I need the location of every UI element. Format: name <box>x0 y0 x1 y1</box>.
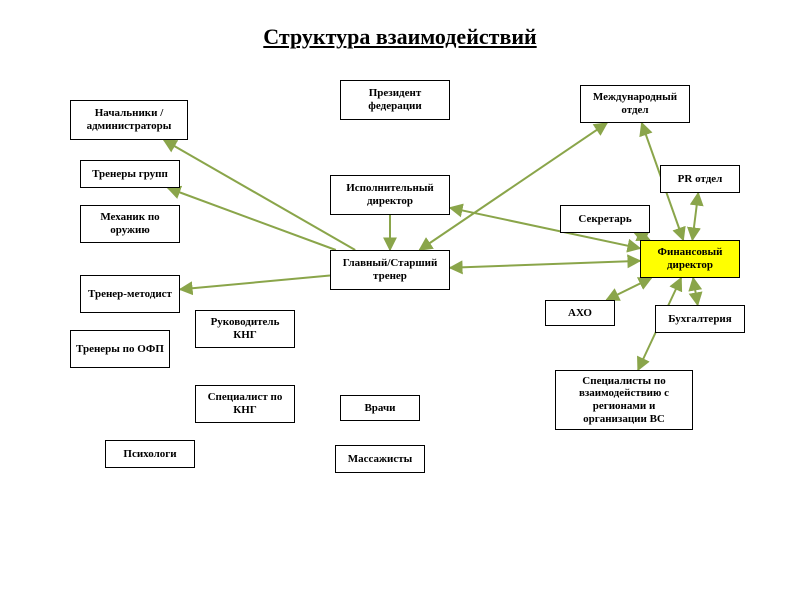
node-accounting: Бухгалтерия <box>655 305 745 333</box>
node-pr: PR отдел <box>660 165 740 193</box>
edge-headcoach-methodist <box>180 276 330 290</box>
edge-findir-accounting <box>693 278 698 305</box>
node-intl: Международный отдел <box>580 85 690 123</box>
edge-headcoach-admins <box>164 140 355 250</box>
diagram-title: Структура взаимодействий <box>0 24 800 50</box>
node-regions: Специалисты по взаимодействию с регионам… <box>555 370 693 430</box>
node-groupcoach: Тренеры групп <box>80 160 180 188</box>
node-massage: Массажисты <box>335 445 425 473</box>
node-ofp: Тренеры по ОФП <box>70 330 170 368</box>
node-admins: Начальники / администраторы <box>70 100 188 140</box>
node-axo: АХО <box>545 300 615 326</box>
node-mechanic: Механик по оружию <box>80 205 180 243</box>
node-methodist: Тренер-методист <box>80 275 180 313</box>
edge-headcoach-findir <box>450 261 640 268</box>
edge-headcoach-groupcoach <box>168 188 336 250</box>
node-execdir: Исполнительный директор <box>330 175 450 215</box>
edge-findir-secretary <box>635 233 650 240</box>
node-psych: Психологи <box>105 440 195 468</box>
node-president: Президент федерации <box>340 80 450 120</box>
node-headcoach: Главный/Старший тренер <box>330 250 450 290</box>
diagram-canvas: Структура взаимодействий Президент федер… <box>0 0 800 600</box>
edge-findir-axo <box>606 278 651 300</box>
node-doctors: Врачи <box>340 395 420 421</box>
edge-findir-pr <box>692 193 698 240</box>
node-kngspec: Специалист по КНГ <box>195 385 295 423</box>
node-findir: Финансовый директор <box>640 240 740 278</box>
node-secretary: Секретарь <box>560 205 650 233</box>
node-kngh: Руководитель КНГ <box>195 310 295 348</box>
